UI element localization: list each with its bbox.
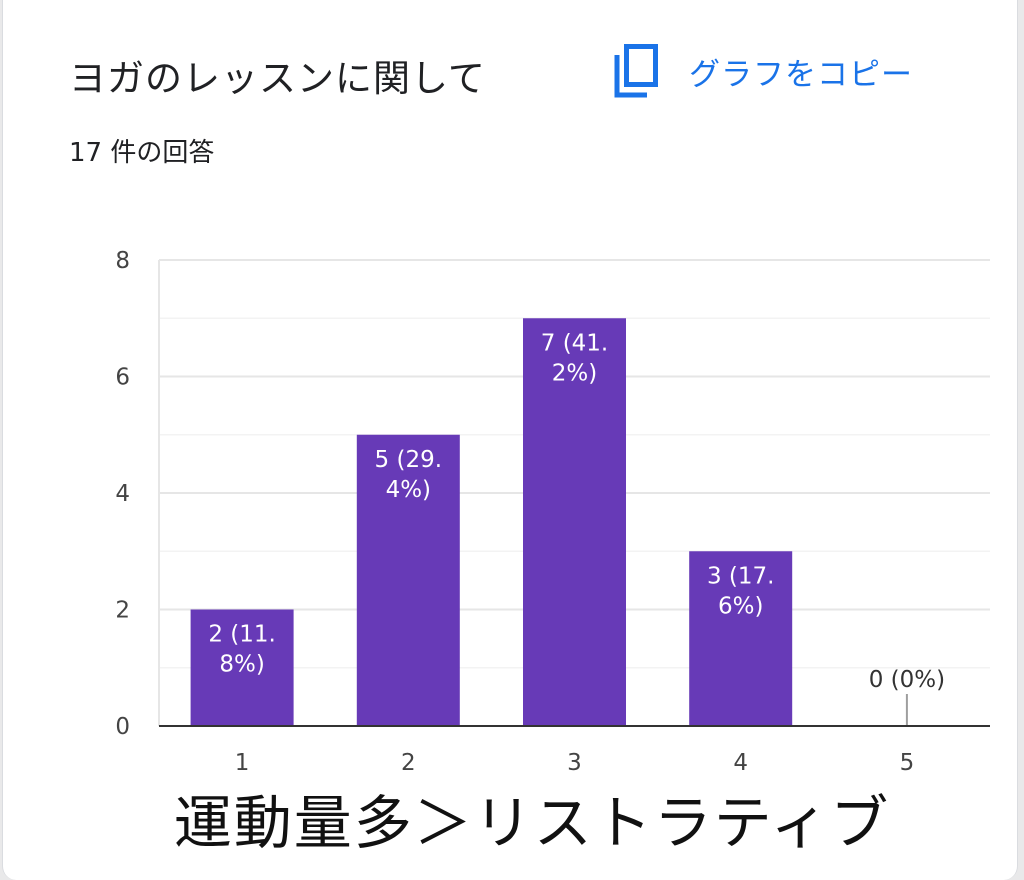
bar	[523, 318, 626, 726]
y-tick-label: 0	[115, 714, 130, 740]
x-axis-label: 運動量多＞リストラティブ	[173, 789, 891, 857]
x-tick-label: 4	[733, 750, 748, 776]
data-label: 7 (41. 2%)	[541, 330, 609, 386]
data-label: 2 (11. 8%)	[208, 622, 276, 678]
response-count: 17 件の回答	[69, 138, 215, 168]
copy-chart-button[interactable]: グラフをコピー	[613, 42, 963, 100]
data-label: 3 (17. 6%)	[707, 563, 775, 619]
data-label: 0 (0%)	[869, 667, 945, 693]
bar	[689, 551, 793, 726]
bar	[356, 434, 460, 726]
copy-icon	[614, 44, 658, 98]
x-tick-label: 2	[401, 750, 416, 776]
y-tick-label: 6	[115, 365, 130, 391]
data-label: 5 (29. 4%)	[375, 447, 443, 503]
x-tick-label: 1	[235, 750, 250, 776]
y-tick-label: 2	[115, 598, 130, 624]
y-tick-label: 8	[115, 248, 130, 274]
y-tick-label: 4	[115, 481, 130, 507]
bar	[190, 609, 294, 726]
copy-chart-label: グラフをコピー	[689, 56, 913, 93]
x-tick-label: 5	[900, 750, 915, 776]
x-tick-label: 3	[567, 750, 582, 776]
question-title: ヨガのレッスンに関して	[69, 57, 486, 100]
